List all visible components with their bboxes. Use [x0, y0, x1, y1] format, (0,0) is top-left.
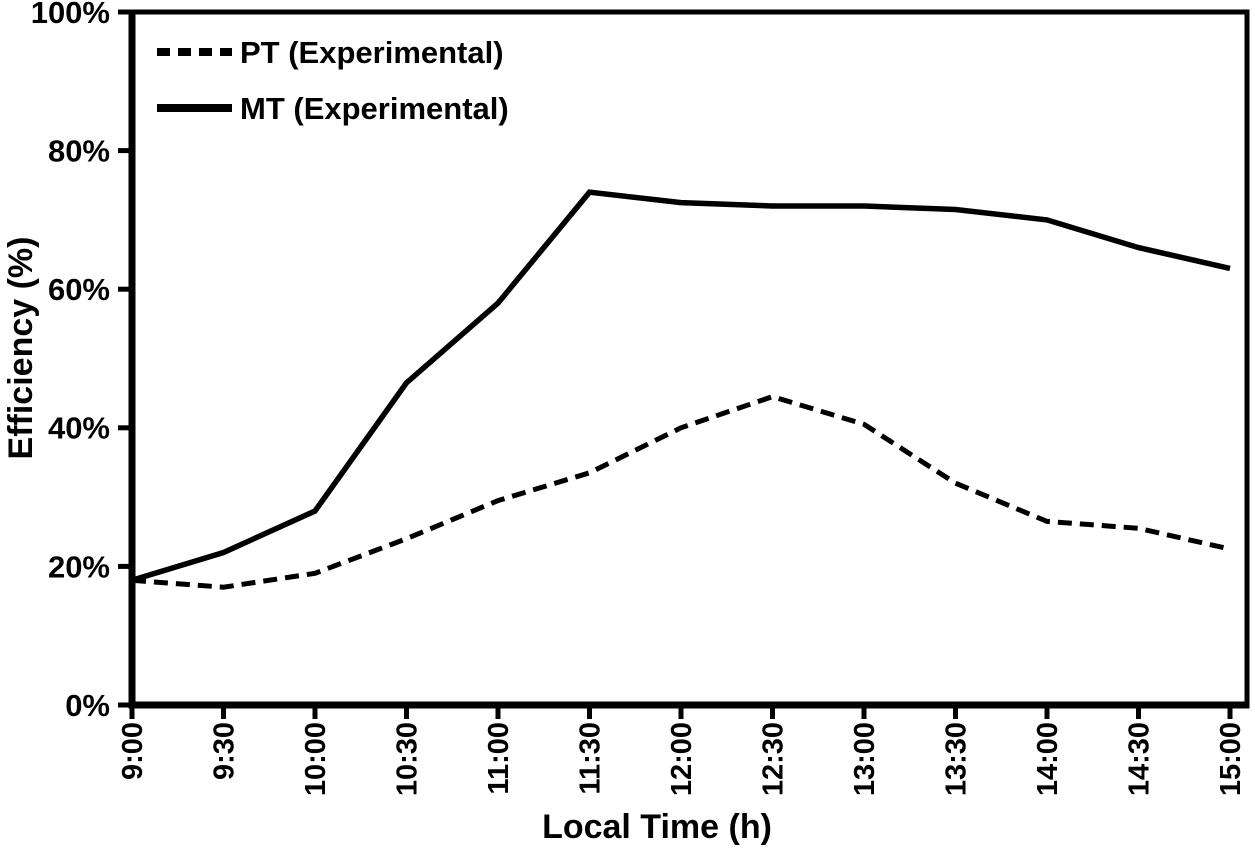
x-tick-label: 9:00 — [117, 722, 149, 780]
y-tick-label: 100% — [31, 0, 110, 30]
mt-series-line — [131, 189, 1231, 583]
y-tick-label: 40% — [48, 411, 110, 446]
y-tick-label: 20% — [48, 549, 110, 584]
pt-series-line — [131, 393, 1231, 590]
legend: PT (Experimental) MT (Experimental) — [157, 35, 509, 126]
x-tick-label: 13:30 — [941, 722, 973, 796]
legend-mt-label: MT (Experimental) — [240, 91, 509, 126]
y-tick-label: 80% — [48, 133, 110, 168]
y-tick-label: 60% — [48, 272, 110, 307]
y-tick-label: 0% — [65, 688, 110, 723]
series-layer — [131, 189, 1231, 590]
x-tick-label: 9:30 — [209, 722, 241, 780]
y-axis-title: Efficiency (%) — [2, 237, 40, 460]
x-tick-label: 10:00 — [300, 722, 332, 796]
x-tick-label: 13:00 — [849, 722, 881, 796]
x-tick-label: 11:30 — [575, 722, 607, 795]
x-axis-title: Local Time (h) — [542, 808, 772, 846]
x-tick-label: 11:00 — [483, 722, 515, 795]
x-tick-label: 14:00 — [1032, 722, 1064, 796]
x-tick-label: 12:30 — [758, 722, 790, 796]
legend-pt-label: PT (Experimental) — [240, 35, 504, 70]
x-tick-label: 14:30 — [1124, 722, 1156, 796]
x-tick-label: 10:30 — [392, 722, 424, 796]
x-tick-label: 15:00 — [1215, 722, 1247, 796]
x-tick-label: 12:00 — [666, 722, 698, 796]
tick-layer: 0% 20% 40% 60% 80% 100% 9:00 9:30 10:00 10:30 11:0… — [31, 0, 1247, 796]
